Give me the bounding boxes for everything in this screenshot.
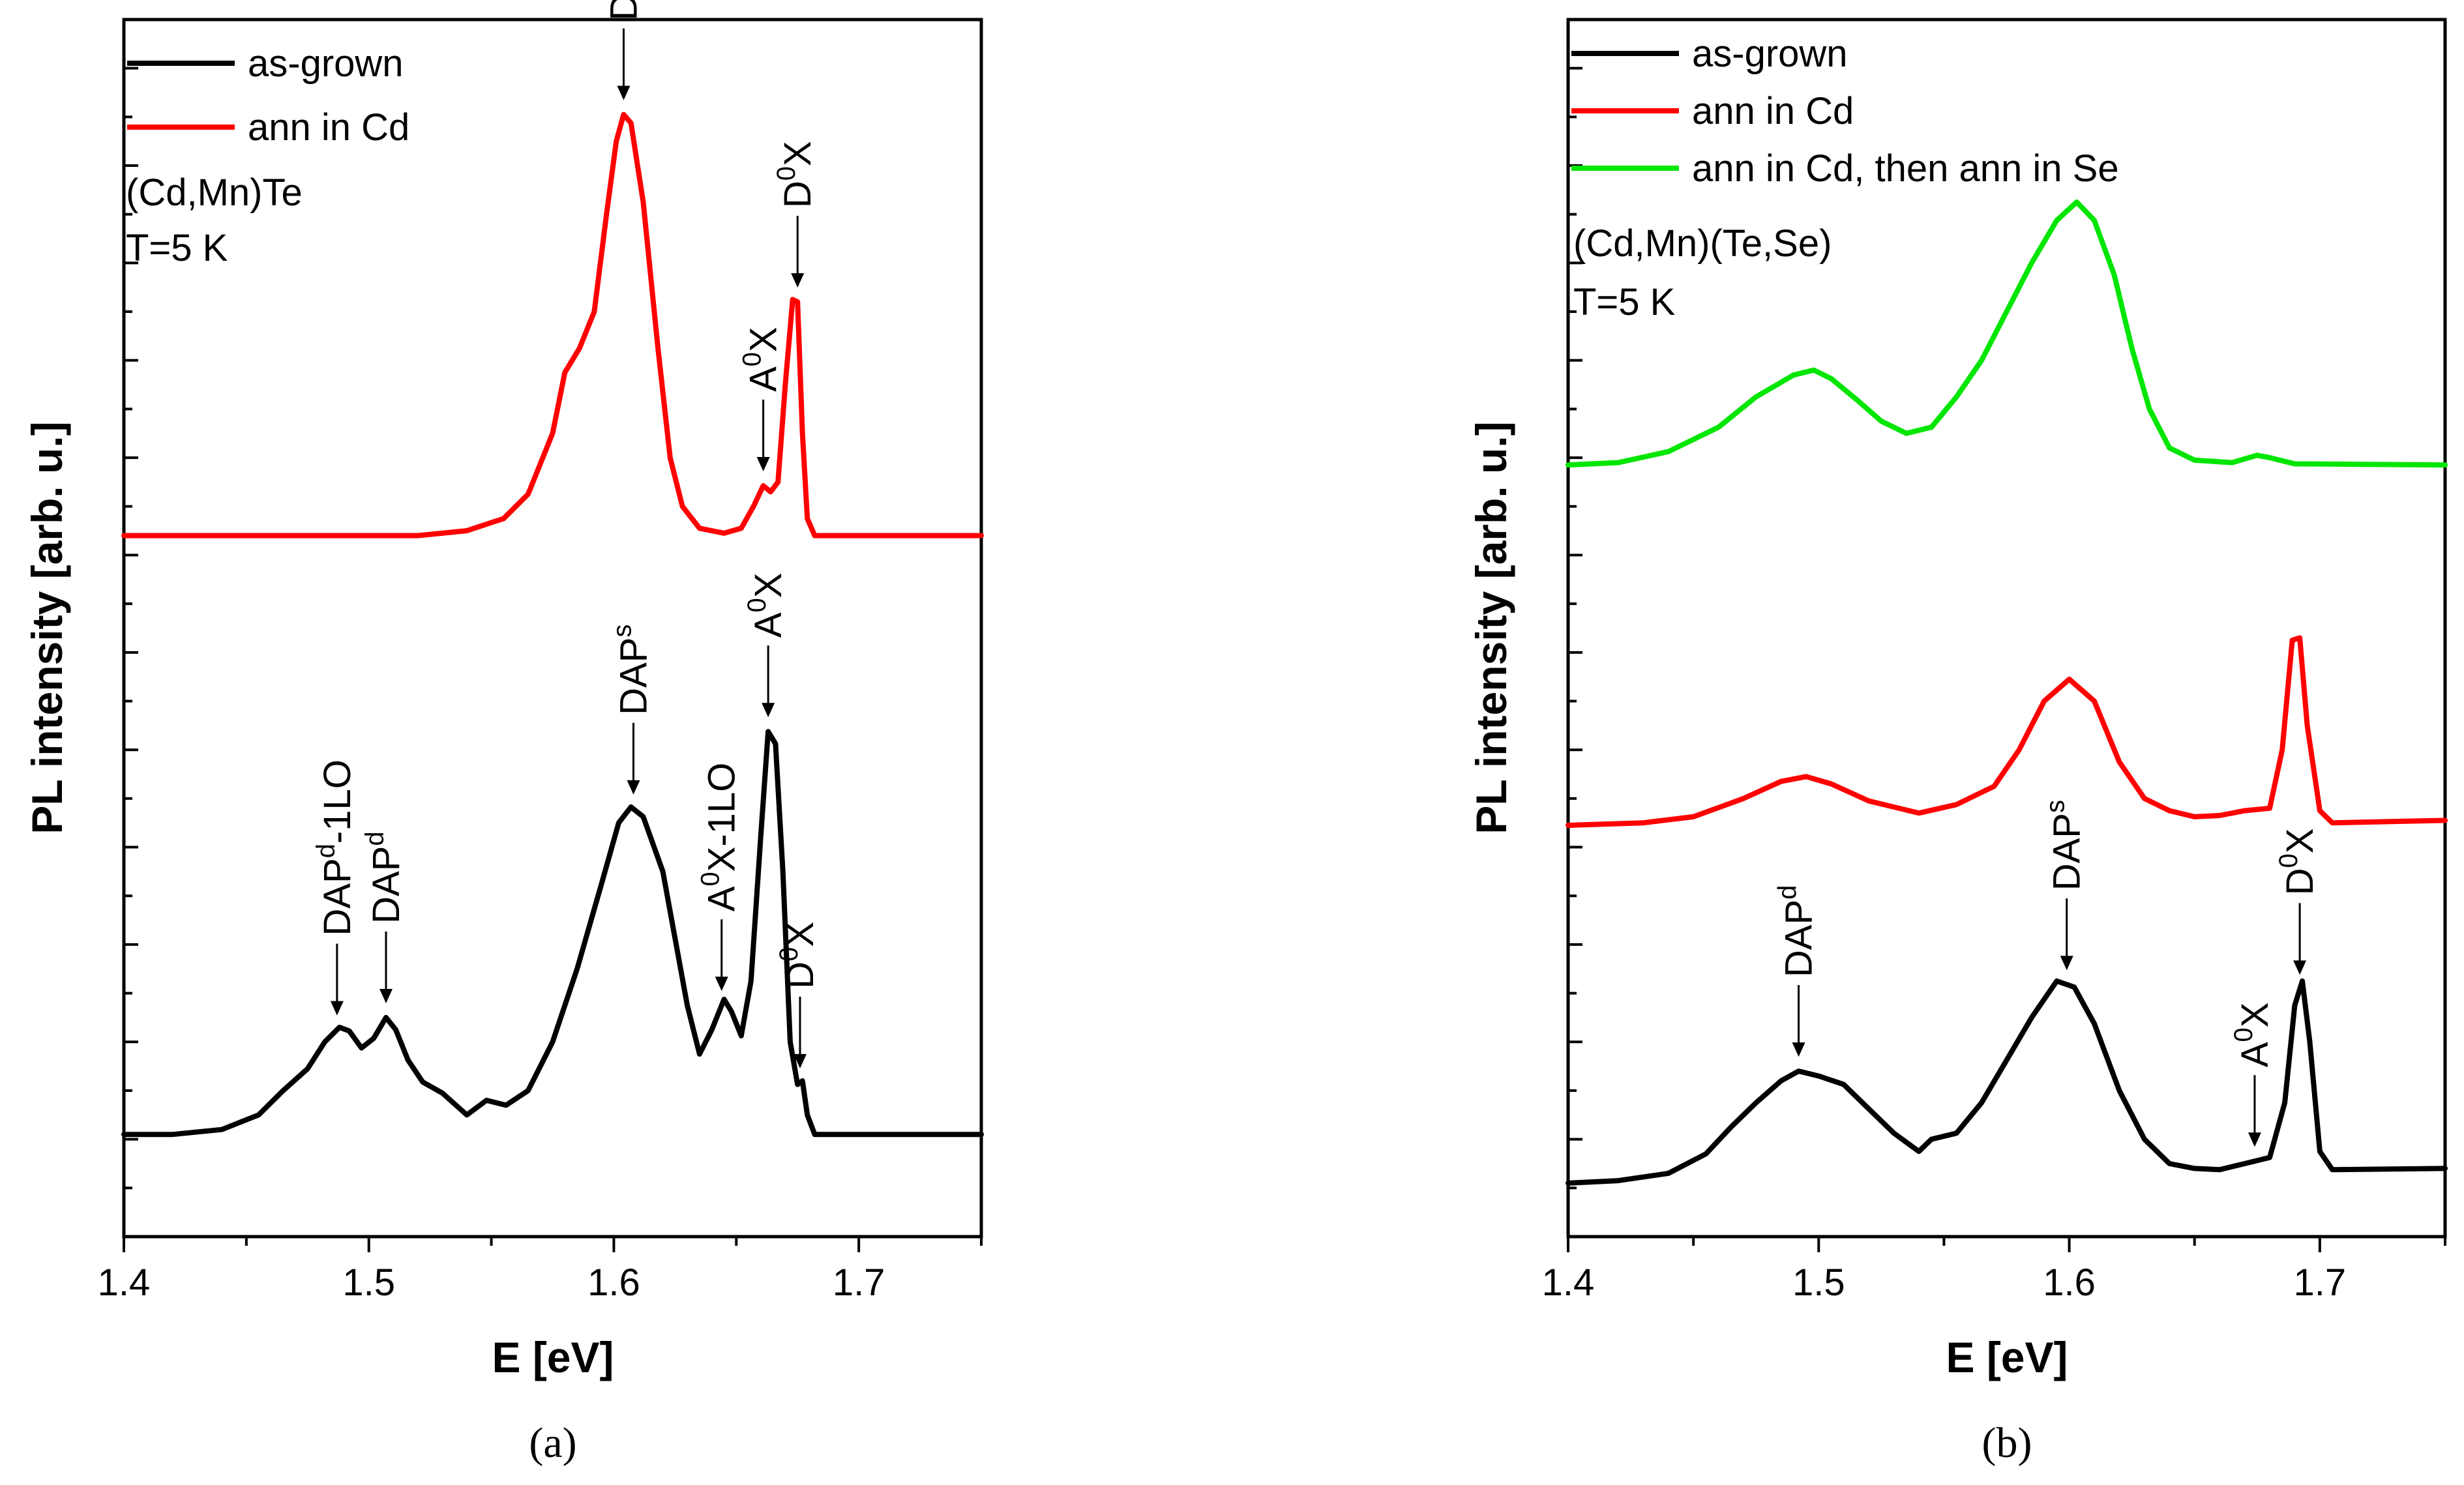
series-line-ann-in-cd (1566, 635, 2448, 828)
x-tick-label: 1.6 (587, 1261, 640, 1304)
legend-label-ann-se-b: ann in Cd, then ann in Se (1692, 147, 2119, 190)
peak-arrow-head (627, 780, 640, 795)
peak-arrow-head (791, 273, 805, 288)
peak-label: DAPs (608, 625, 655, 715)
x-tick-label: 1.4 (1542, 1261, 1595, 1304)
peak-arrow-head (379, 988, 393, 1003)
series-line-ann-in-cd-then-ann-in-se (1566, 199, 2448, 468)
peak-label: DAPd (361, 831, 408, 924)
peak-label: A0X (2229, 1003, 2276, 1068)
panel-b: 1.4 1.5 1.6 1.7 DAPd DAPs A0X D0X PL intensity… (1467, 18, 2448, 1467)
temperature-annotation-b: T=5 K (1573, 281, 1676, 323)
x-axis-title-b: E [eV] (1946, 1333, 2068, 1381)
peak-arrow-head (715, 977, 728, 992)
panel-label-b: (b) (1982, 1419, 2032, 1467)
x-axis-title-a: E [eV] (492, 1333, 614, 1381)
x-tick-label: 1.7 (833, 1261, 885, 1304)
legend-b: as-grown ann in Cd ann in Cd, then ann i… (1571, 33, 2119, 190)
sample-annotation-a: (Cd,Mn)Te (126, 171, 303, 214)
x-tick-label: 1.7 (2294, 1261, 2347, 1304)
x-ticks-b: 1.4 1.5 1.6 1.7 (1542, 1237, 2446, 1304)
peak-arrow-head (2293, 960, 2307, 975)
plot-frame-a (122, 18, 983, 1239)
peak-arrow-head (756, 457, 770, 472)
plot-frame-b (1566, 18, 2447, 1239)
peak-label: DAPd-1LO (312, 759, 359, 935)
peak-arrow-head (617, 85, 631, 100)
sample-annotation-b: (Cd,Mn)(Te,Se) (1573, 222, 1832, 265)
panel-label-a: (a) (529, 1419, 576, 1467)
peak-arrow-head (762, 703, 775, 718)
y-ticks-b (1568, 66, 1582, 1238)
peak-label: D0X (772, 141, 819, 208)
x-tick-label: 1.5 (342, 1261, 395, 1304)
peak-label: DAPs (2041, 800, 2088, 890)
series-line-ann-in-cd (121, 111, 984, 538)
y-axis-title-b: PL intensity [arb. u.] (1467, 421, 1515, 834)
x-ticks-a: 1.4 1.5 1.6 1.7 (98, 1237, 983, 1304)
legend-a: as-grown ann in Cd (127, 42, 409, 149)
peak-label: A0X (738, 327, 785, 392)
peak-arrow-head (793, 1053, 807, 1068)
x-tick-label: 1.6 (2043, 1261, 2096, 1304)
peak-label: DAPs (598, 0, 645, 21)
legend-label-ann-cd-b: ann in Cd (1692, 90, 1854, 132)
series-group-b (1566, 199, 2448, 1186)
series-line-as-grown (1566, 978, 2448, 1186)
y-axis-title-a: PL intensity [arb. u.] (23, 421, 71, 834)
series-line-as-grown (121, 729, 984, 1138)
x-tick-label: 1.4 (98, 1261, 151, 1304)
peak-label: D0X (775, 922, 822, 989)
legend-label-as-grown-b: as-grown (1692, 33, 1848, 75)
series-group-a (121, 111, 984, 1138)
peak-label: D0X (2274, 829, 2321, 896)
peak-label: A0X-1LO (696, 763, 743, 912)
peak-labels-b: DAPd DAPs A0X D0X (1774, 800, 2321, 1147)
legend-label-ann-cd-a: ann in Cd (248, 106, 409, 149)
peak-label: DAPd (1774, 885, 1820, 978)
legend-label-as-grown-a: as-grown (248, 42, 404, 85)
peak-arrow-head (1792, 1042, 1805, 1057)
peak-arrow-head (2060, 956, 2073, 971)
peak-label: A0X (743, 573, 790, 638)
peak-arrow-head (2248, 1132, 2261, 1147)
x-tick-label: 1.5 (1792, 1261, 1845, 1304)
peak-arrow-head (330, 1001, 344, 1016)
y-ticks-a (124, 66, 138, 1238)
temperature-annotation-a: T=5 K (126, 227, 228, 269)
